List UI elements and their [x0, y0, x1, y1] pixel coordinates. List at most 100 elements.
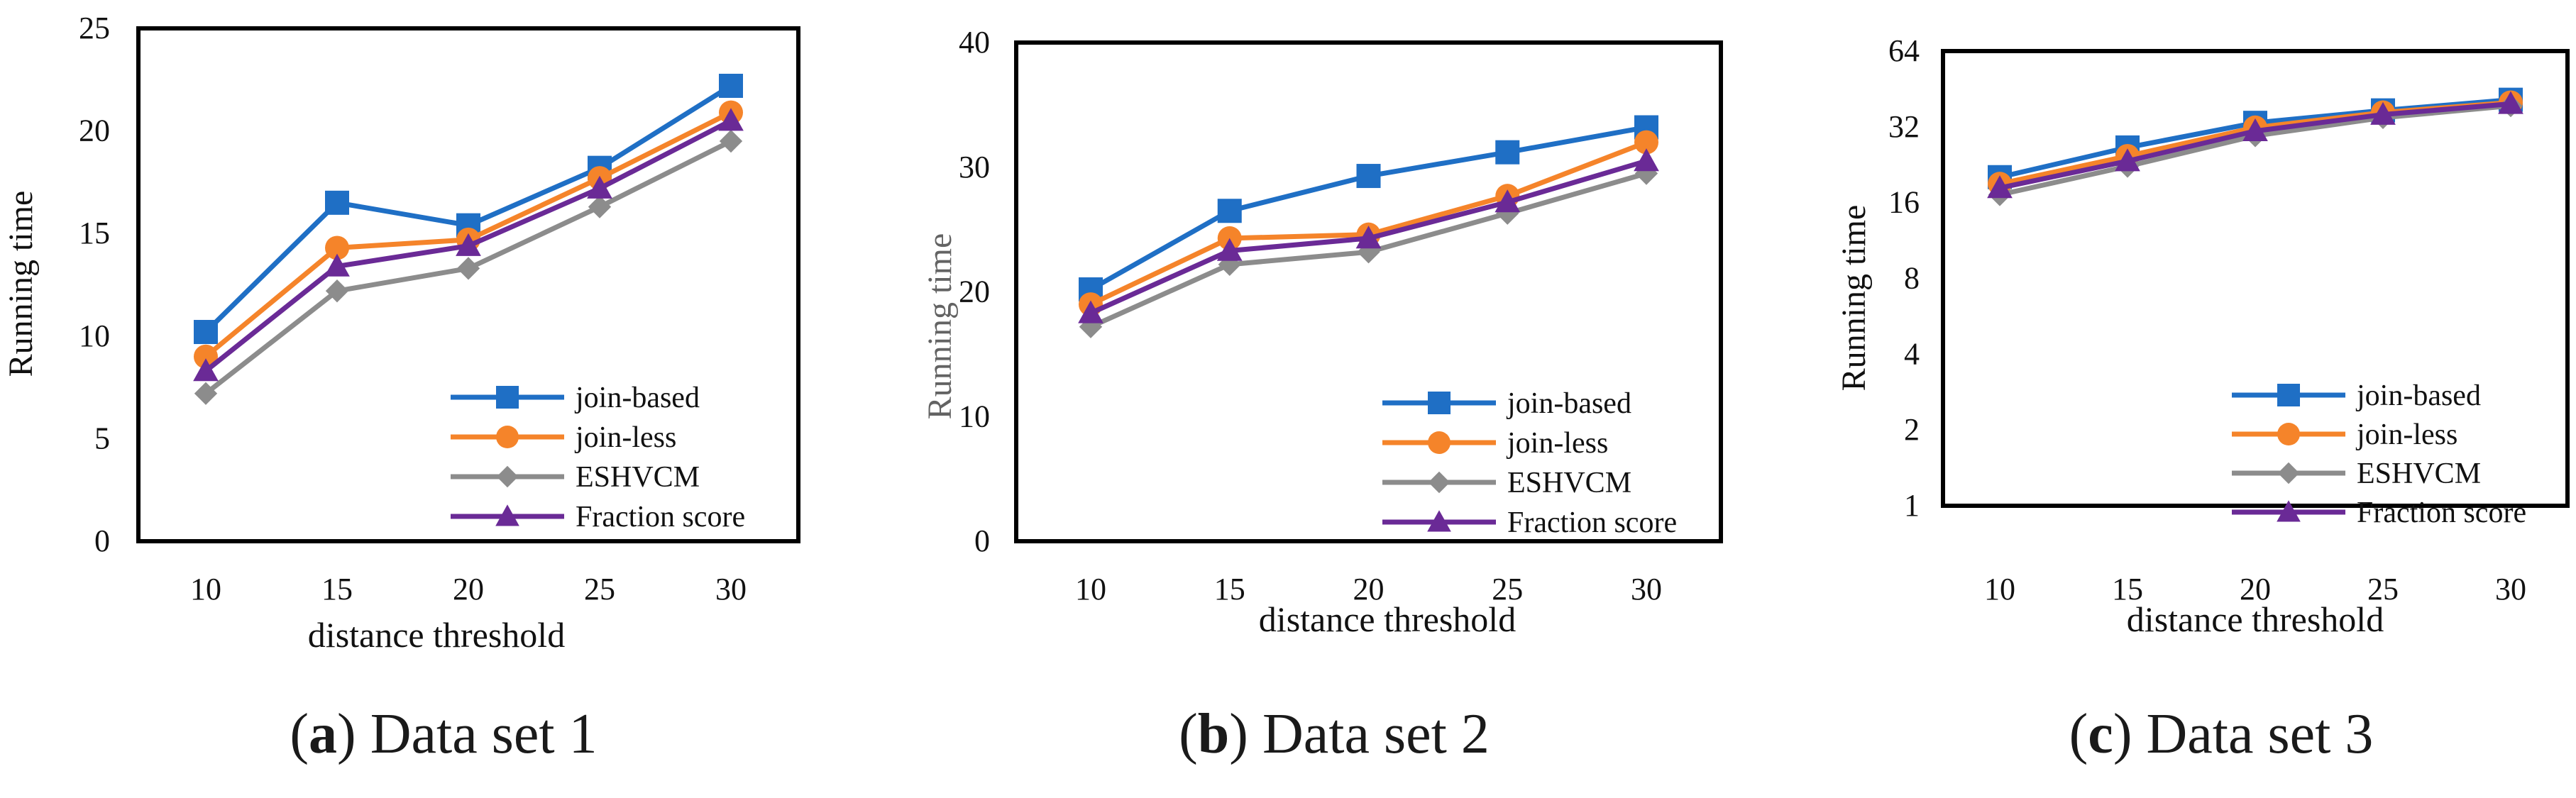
legend-marker [1428, 471, 1451, 494]
x-tick-label: 25 [584, 572, 615, 606]
caption-a-text: Data set 1 [356, 703, 598, 765]
y-axis-label: Running time [1835, 205, 1873, 392]
y-tick-label: 20 [79, 113, 110, 148]
legend-label: join-based [2355, 379, 2481, 412]
y-tick-label: 0 [974, 523, 990, 558]
x-tick-label: 20 [2240, 572, 2271, 606]
legend-label: join-less [574, 421, 676, 454]
caption-b: (b) Data set 2 [1015, 702, 1653, 767]
legend-label: join-less [1506, 427, 1608, 460]
data-point-fraction-score [2242, 118, 2268, 142]
caption-a-close: ) [337, 703, 356, 765]
x-tick-label: 30 [1631, 572, 1662, 606]
legend-marker [496, 386, 519, 409]
y-tick-label: 16 [1888, 185, 1920, 220]
caption-c: (c) Data set 3 [1902, 702, 2541, 767]
legend-label: Fraction score [1507, 506, 1677, 539]
legend-label: ESHVCM [2357, 458, 2481, 490]
y-tick-label: 10 [79, 318, 110, 353]
data-point-fraction-score [587, 175, 612, 199]
x-tick-label: 30 [715, 572, 747, 606]
x-tick-label: 15 [2112, 572, 2143, 606]
caption-b-text: Data set 2 [1248, 703, 1490, 765]
legend-marker [1428, 431, 1451, 454]
caption-a-letter: a [309, 703, 338, 765]
data-point-eshvcm [325, 279, 349, 303]
x-tick-label: 25 [2367, 572, 2399, 606]
y-axis-label: Running time [921, 233, 959, 420]
chart-3: 1 2 4 8 16 32 64 10 15 20 25 30 distance threshold Ru… [1835, 33, 2570, 639]
legend-label: ESHVCM [576, 461, 700, 494]
y-tick-label: 15 [79, 216, 110, 250]
data-point-fraction-score [1078, 300, 1103, 323]
x-tick-label: 20 [453, 572, 484, 606]
data-point-fraction-score [2498, 91, 2523, 114]
data-point-fraction-score [2370, 101, 2396, 125]
data-point-fraction-score [1987, 175, 2013, 199]
y-tick-label: 25 [79, 11, 110, 45]
y-tick-label: 0 [94, 523, 110, 558]
data-point-fraction-score [324, 253, 350, 277]
data-point-fraction-score [193, 358, 219, 382]
data-point-join-based [1217, 199, 1242, 223]
x-tick-label: 10 [1075, 572, 1106, 606]
legend-label: Fraction score [576, 501, 745, 533]
legend-marker [496, 465, 519, 488]
caption-c-letter: c [2088, 703, 2113, 765]
x-axis-label: distance threshold [308, 615, 565, 655]
caption-c-close: ) [2113, 703, 2132, 765]
caption-b-open: ( [1179, 703, 1198, 765]
x-tick-label: 25 [1492, 572, 1523, 606]
data-point-join-less [194, 344, 218, 369]
x-tick-label: 15 [321, 572, 353, 606]
y-tick-label: 2 [1904, 412, 1920, 447]
data-point-fraction-score [456, 233, 481, 256]
y-tick-label: 64 [1888, 33, 1920, 68]
data-point-join-based [194, 320, 218, 345]
data-point-fraction-score [1355, 226, 1382, 249]
legend-label: Fraction score [2357, 497, 2526, 529]
legend-marker [495, 504, 519, 526]
legend: join-based join-less ESHVCM Fraction score [451, 382, 745, 533]
data-point-eshvcm [1634, 162, 1658, 185]
y-tick-label: 20 [959, 275, 990, 309]
x-tick-label: 10 [190, 572, 221, 606]
legend-marker [2277, 462, 2300, 484]
x-tick-label: 30 [2495, 572, 2526, 606]
data-point-eshvcm [719, 129, 743, 153]
y-tick-label: 32 [1888, 109, 1920, 144]
legend: join-based join-less ESHVCM Fraction score [1382, 387, 1677, 539]
y-tick-label: 1 [1904, 488, 1920, 523]
chart-1: 0 5 10 15 20 25 10 15 20 25 30 distance threshold Ru… [2, 11, 800, 655]
data-point-fraction-score [1495, 189, 1521, 213]
y-tick-label: 30 [959, 150, 990, 184]
data-point-fraction-score [2115, 148, 2140, 172]
legend-label: ESHVCM [1507, 467, 1631, 499]
caption-a-open: ( [290, 703, 309, 765]
data-point-join-based [325, 190, 349, 215]
caption-b-close: ) [1229, 703, 1248, 765]
chart-2: 0 10 20 30 40 10 15 20 25 30 distance threshold Run… [921, 25, 1723, 639]
legend-label: join-based [574, 382, 700, 414]
x-tick-label: 15 [1214, 572, 1245, 606]
legend-marker [1427, 510, 1451, 532]
y-tick-label: 10 [959, 399, 990, 433]
x-axis-label: distance threshold [2127, 599, 2384, 639]
legend-marker [2277, 384, 2300, 406]
legend-label: join-based [1506, 387, 1631, 420]
data-point-join-based [1356, 164, 1381, 189]
x-tick-label: 20 [1353, 572, 1385, 606]
legend-marker [1428, 392, 1451, 414]
data-point-fraction-score [1634, 148, 1659, 172]
data-point-join-based [719, 73, 743, 98]
data-point-join-less [325, 235, 349, 260]
y-tick-label: 5 [94, 421, 110, 455]
x-tick-label: 10 [1984, 572, 2015, 606]
x-axis-label: distance threshold [1259, 599, 1516, 639]
caption-c-text: Data set 3 [2132, 703, 2374, 765]
legend-label: join-less [2355, 419, 2457, 451]
caption-b-letter: b [1197, 703, 1230, 765]
y-axis-label: Running time [2, 191, 40, 377]
data-point-fraction-score [1216, 238, 1243, 261]
